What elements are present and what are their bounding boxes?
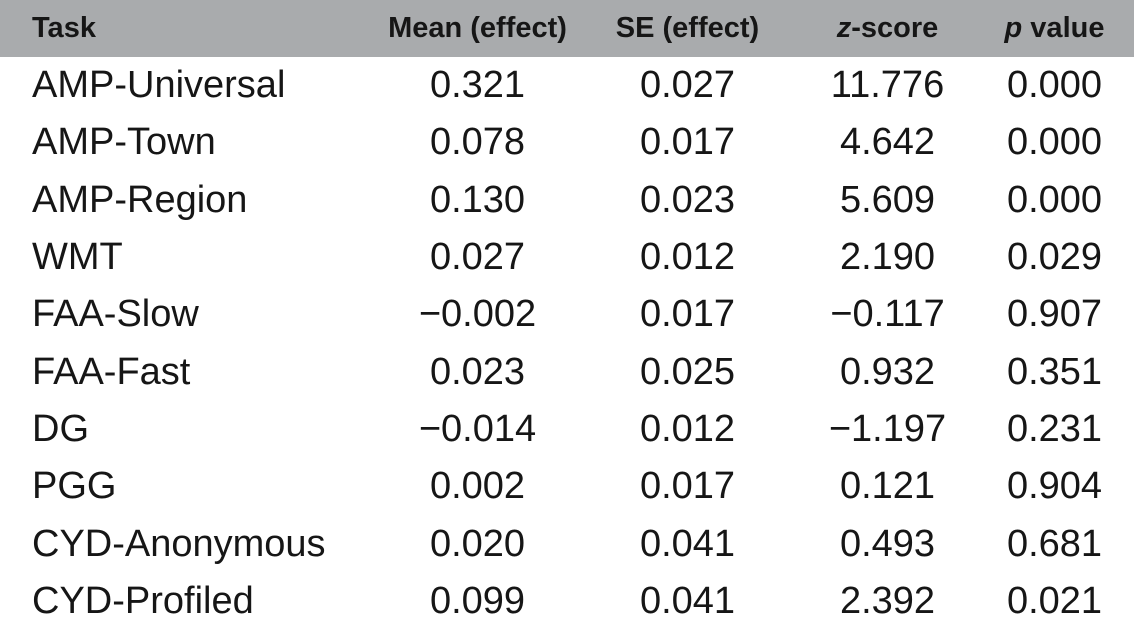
- table-row: AMP-Town 0.078 0.017 4.642 0.000: [0, 114, 1134, 171]
- header-label: Task: [32, 12, 96, 44]
- cell-pvalue: 0.904: [1006, 465, 1103, 508]
- table-row: AMP-Universal 0.321 0.027 11.776 0.000: [0, 57, 1134, 114]
- cell-zscore: −0.117: [830, 293, 945, 336]
- table-row: CYD-Anonymous 0.020 0.041 0.493 0.681: [0, 515, 1134, 572]
- cell-se: 0.012: [639, 236, 736, 279]
- cell-mean: −0.002: [418, 293, 537, 336]
- cell-task: DG: [32, 407, 89, 450]
- cell-mean: 0.130: [429, 178, 526, 221]
- table-row: WMT 0.027 0.012 2.190 0.029: [0, 229, 1134, 286]
- cell-se: 0.027: [639, 64, 736, 107]
- header-cell-se: SE (effect): [575, 12, 800, 45]
- table-row: PGG 0.002 0.017 0.121 0.904: [0, 458, 1134, 515]
- header-cell-zscore: z-score: [800, 12, 975, 45]
- cell-zscore: 0.932: [839, 350, 936, 393]
- cell-se: 0.017: [639, 293, 736, 336]
- cell-task: CYD-Anonymous: [32, 522, 326, 565]
- cell-se: 0.023: [639, 178, 736, 221]
- cell-pvalue: 0.231: [1006, 407, 1103, 450]
- cell-pvalue: 0.351: [1006, 350, 1103, 393]
- header-label: SE (effect): [615, 12, 760, 44]
- cell-mean: 0.002: [429, 465, 526, 508]
- cell-zscore: 4.642: [839, 121, 936, 164]
- table-header-row: Task Mean (effect) SE (effect) z-score p…: [0, 0, 1134, 57]
- cell-se: 0.012: [639, 407, 736, 450]
- cell-pvalue: 0.000: [1006, 121, 1103, 164]
- cell-pvalue: 0.029: [1006, 236, 1103, 279]
- cell-zscore: −1.197: [828, 407, 947, 450]
- cell-se: 0.041: [639, 579, 736, 622]
- cell-zscore: 5.609: [839, 178, 936, 221]
- header-label: -score: [851, 12, 939, 44]
- header-cell-task: Task: [0, 12, 380, 45]
- table-row: DG −0.014 0.012 −1.197 0.231: [0, 401, 1134, 458]
- header-label: value: [1022, 12, 1105, 44]
- table-row: CYD-Profiled 0.099 0.041 2.392 0.021: [0, 573, 1134, 630]
- cell-zscore: 2.190: [839, 236, 936, 279]
- cell-mean: 0.321: [429, 64, 526, 107]
- cell-task: AMP-Town: [32, 121, 216, 164]
- cell-pvalue: 0.021: [1006, 579, 1103, 622]
- cell-pvalue: 0.000: [1006, 178, 1103, 221]
- cell-pvalue: 0.681: [1006, 522, 1103, 565]
- cell-pvalue: 0.000: [1006, 64, 1103, 107]
- header-cell-pvalue: p value: [975, 12, 1134, 45]
- cell-zscore: 0.493: [839, 522, 936, 565]
- cell-pvalue: 0.907: [1006, 293, 1103, 336]
- table-row: FAA-Fast 0.023 0.025 0.932 0.351: [0, 343, 1134, 400]
- cell-se: 0.017: [639, 465, 736, 508]
- cell-mean: 0.020: [429, 522, 526, 565]
- cell-zscore: 0.121: [839, 465, 936, 508]
- cell-task: CYD-Profiled: [32, 579, 254, 622]
- cell-zscore: 2.392: [839, 579, 936, 622]
- cell-task: FAA-Fast: [32, 350, 191, 393]
- cell-task: AMP-Region: [32, 178, 248, 221]
- cell-se: 0.025: [639, 350, 736, 393]
- cell-task: PGG: [32, 465, 117, 508]
- cell-mean: −0.014: [418, 407, 537, 450]
- header-italic-part: p: [1004, 12, 1023, 44]
- cell-se: 0.041: [639, 522, 736, 565]
- cell-mean: 0.078: [429, 121, 526, 164]
- cell-mean: 0.023: [429, 350, 526, 393]
- table-row: AMP-Region 0.130 0.023 5.609 0.000: [0, 172, 1134, 229]
- header-label: Mean (effect): [388, 12, 567, 44]
- header-italic-part: z: [836, 12, 852, 44]
- cell-mean: 0.027: [429, 236, 526, 279]
- cell-task: WMT: [32, 236, 123, 279]
- cell-mean: 0.099: [429, 579, 526, 622]
- table-row: FAA-Slow −0.002 0.017 −0.117 0.907: [0, 286, 1134, 343]
- cell-se: 0.017: [639, 121, 736, 164]
- cell-task: FAA-Slow: [32, 293, 199, 336]
- cell-task: AMP-Universal: [32, 64, 286, 107]
- cell-zscore: 11.776: [830, 64, 945, 107]
- header-cell-mean: Mean (effect): [380, 12, 575, 45]
